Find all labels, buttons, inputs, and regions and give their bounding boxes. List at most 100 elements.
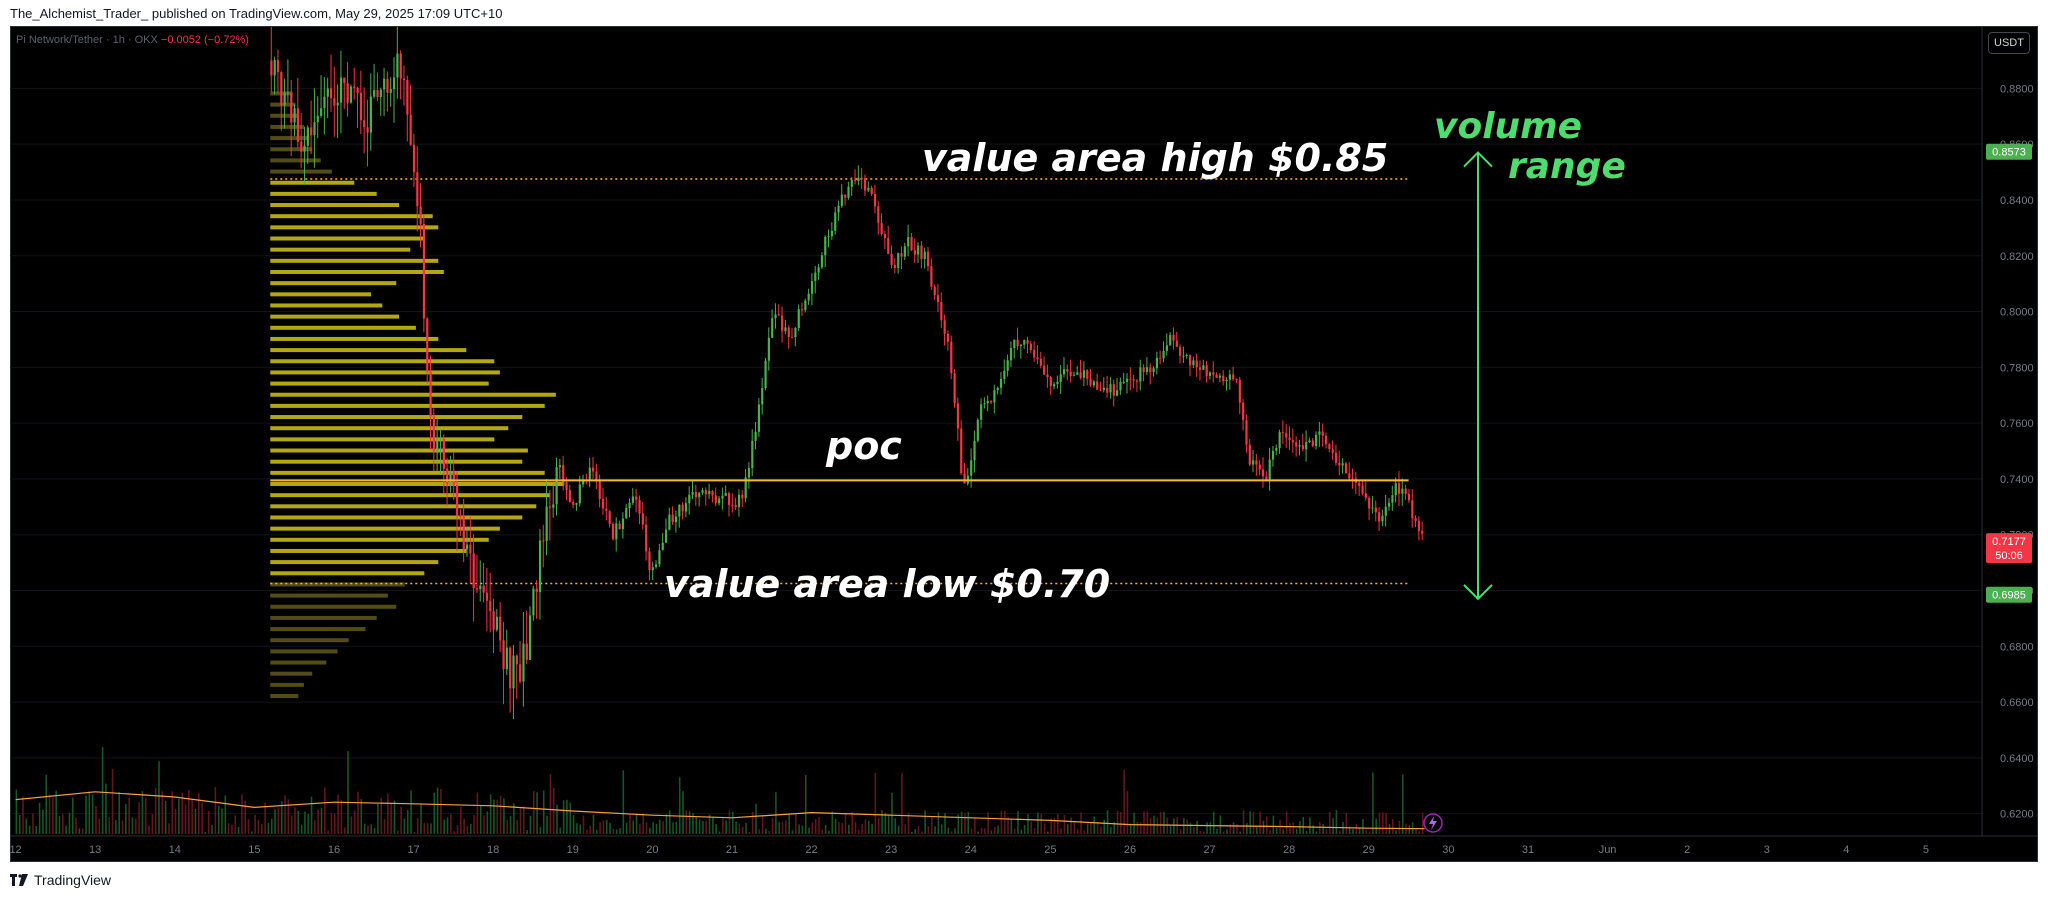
volume-bar	[1302, 817, 1305, 834]
candle-body	[462, 516, 465, 550]
profile-bar	[270, 236, 425, 241]
candle-body	[734, 504, 737, 508]
currency-button[interactable]: USDT	[1988, 32, 2030, 54]
candle	[1079, 359, 1082, 380]
candle	[1192, 356, 1195, 369]
candle-body	[562, 465, 565, 483]
candle	[661, 533, 664, 551]
volume-bar	[58, 815, 61, 834]
candle	[1407, 489, 1411, 503]
volume-bar	[1216, 828, 1218, 834]
candle-body	[1394, 483, 1397, 496]
candle	[847, 181, 850, 200]
volume-bar	[1269, 829, 1271, 834]
volume-bar	[38, 802, 41, 834]
volume-bar	[423, 823, 426, 834]
candle-body	[592, 467, 595, 472]
candle	[1062, 357, 1066, 378]
volume-bar	[848, 824, 850, 834]
candle-body	[1205, 365, 1208, 376]
candle	[605, 497, 608, 521]
volume-bar	[1265, 816, 1268, 834]
volume-bar	[758, 829, 761, 834]
candle	[764, 357, 767, 391]
candle-body	[648, 551, 651, 571]
volume-bar	[85, 795, 87, 834]
volume-bar	[1408, 825, 1411, 834]
candle-body	[621, 518, 625, 530]
candle	[711, 490, 714, 503]
candle-body	[1182, 355, 1185, 357]
x-tick-label: 17	[407, 844, 419, 856]
volume-bar	[901, 772, 903, 834]
candle	[1218, 373, 1222, 383]
candle-body	[482, 585, 485, 593]
volume-bar	[184, 804, 187, 834]
candle	[1281, 420, 1285, 445]
candle-body	[568, 490, 571, 502]
candle-body	[837, 205, 840, 213]
volume-bar	[1139, 822, 1142, 834]
candle	[611, 522, 615, 541]
tradingview-logo[interactable]: TradingView	[10, 872, 111, 888]
candle-body	[1172, 334, 1175, 341]
candle	[422, 214, 426, 333]
candle	[1238, 377, 1241, 415]
candle-body	[1086, 370, 1089, 379]
volume-bar	[1196, 820, 1198, 834]
chart-area[interactable]	[10, 26, 2038, 862]
candle	[1374, 500, 1377, 522]
candle-body	[890, 253, 893, 266]
volume-bar	[489, 794, 492, 834]
volume-bar	[629, 813, 631, 834]
volume-bar	[1133, 812, 1135, 834]
profile-bar	[270, 102, 296, 107]
candle	[406, 75, 409, 142]
volume-bar	[944, 812, 946, 834]
candle	[436, 418, 439, 472]
candle-body	[817, 267, 820, 273]
volume-bar	[887, 814, 890, 834]
candle	[545, 478, 548, 556]
volume-bar	[874, 772, 877, 834]
volume-bar	[300, 825, 303, 834]
candle-body	[1106, 387, 1109, 393]
volume-bar	[695, 817, 698, 834]
volume-bar	[602, 820, 605, 834]
x-tick-label: 22	[805, 844, 817, 856]
volume-bar	[907, 812, 910, 834]
profile-bar	[270, 269, 444, 274]
candle-body	[363, 120, 366, 128]
volume-bar	[532, 791, 535, 834]
candle	[572, 499, 575, 509]
volume-bar	[1053, 818, 1056, 834]
candle-body	[1165, 345, 1168, 351]
candle-body	[714, 495, 717, 504]
candle	[1397, 470, 1401, 507]
candle-body	[688, 494, 691, 504]
volume-bar	[95, 805, 97, 834]
candle	[870, 185, 873, 196]
volume-bar	[115, 820, 117, 834]
candle-body	[870, 187, 873, 194]
volume-bar	[954, 828, 956, 834]
volume-bar	[894, 818, 897, 834]
profile-bar	[270, 325, 416, 330]
candle	[973, 430, 976, 473]
volume-bar	[1375, 818, 1378, 834]
volume-bar	[921, 831, 923, 834]
candle-body	[930, 266, 933, 287]
candle-body	[465, 544, 469, 550]
volume-bar	[400, 806, 402, 834]
volume-bar	[28, 825, 31, 834]
volume-bar	[314, 820, 316, 834]
candle-body	[572, 501, 575, 505]
last-price-badge-text: 0.7177	[1992, 536, 2026, 548]
volume-bar	[622, 770, 625, 834]
candle-body	[1062, 369, 1066, 375]
volume-bar	[134, 818, 137, 834]
volume-bar	[1252, 811, 1255, 834]
candle-body	[641, 513, 644, 525]
volume-bar	[1401, 774, 1404, 834]
